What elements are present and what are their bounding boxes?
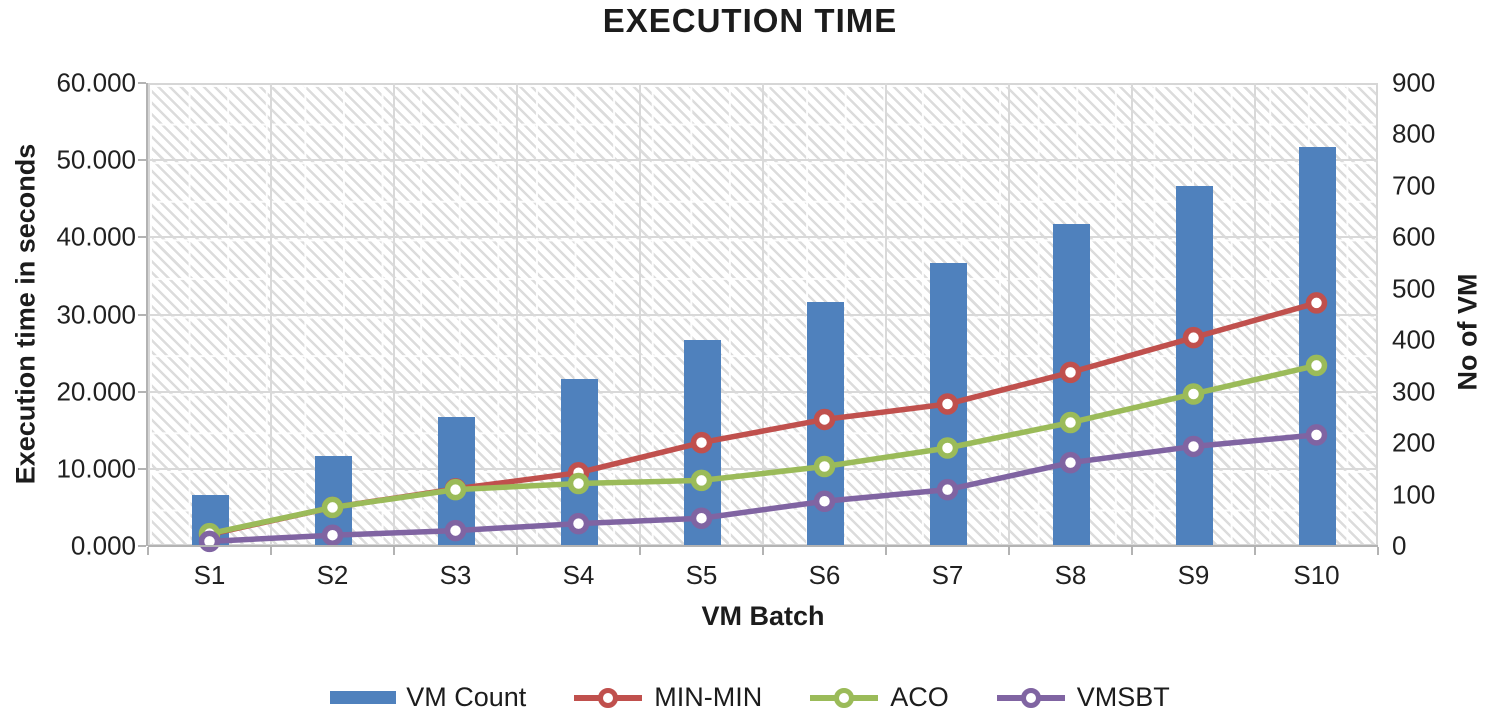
- vm-count-bar: [806, 301, 844, 546]
- x-axis-line: [148, 545, 1378, 547]
- legend-marker: [834, 687, 855, 708]
- x-axis-tick: [516, 547, 518, 555]
- legend-item-min-min: MIN-MIN: [572, 682, 762, 713]
- legend: VM Count MIN-MIN ACO VMSBT: [0, 682, 1500, 713]
- left-axis-tick-label: 50.000: [56, 144, 136, 175]
- vertical-gridline: [516, 83, 518, 546]
- vm-count-bar: [929, 263, 967, 546]
- x-axis-title: VM Batch: [701, 601, 825, 631]
- legend-line-swatch: [810, 687, 879, 708]
- right-axis-tick-label: 200: [1392, 427, 1436, 458]
- y-axis-tick: [138, 236, 146, 239]
- right-axis-tick-label: 400: [1392, 324, 1436, 355]
- legend-marker: [598, 687, 619, 708]
- y-axis-tick: [138, 313, 146, 316]
- vm-count-bar: [437, 417, 475, 546]
- left-axis-tick-label: 10.000: [56, 453, 136, 484]
- legend-label: VM Count: [406, 682, 527, 712]
- legend-line-swatch: [574, 687, 643, 708]
- vm-count-bar: [683, 340, 721, 546]
- x-axis-tick-label: S2: [316, 560, 349, 590]
- legend-label: MIN-MIN: [654, 682, 763, 712]
- vertical-gridline: [393, 83, 395, 546]
- left-axis-tick-label: 20.000: [56, 376, 136, 407]
- vertical-gridline: [762, 83, 764, 546]
- x-axis-tick: [1254, 547, 1256, 555]
- left-axis-tick-label: 0.000: [70, 530, 136, 561]
- vertical-gridline: [1254, 83, 1256, 546]
- legend-label: ACO: [890, 682, 949, 712]
- x-axis-tick-label: S4: [562, 560, 595, 590]
- x-axis-tick: [1131, 547, 1133, 555]
- right-axis-title: No of VM: [1452, 273, 1483, 391]
- x-axis-tick: [762, 547, 764, 555]
- legend-bar-swatch: [330, 691, 397, 704]
- legend-line-swatch: [996, 687, 1065, 708]
- x-axis-tick: [393, 547, 395, 555]
- right-axis-tick-label: 900: [1392, 67, 1436, 98]
- chart-title: EXECUTION TIME: [602, 2, 898, 39]
- x-axis-tick: [1377, 547, 1379, 555]
- x-axis-tick: [1008, 547, 1010, 555]
- legend-item-vmsbt: VMSBT: [995, 682, 1170, 713]
- x-axis-tick-label: S10: [1293, 560, 1340, 590]
- left-axis-tick-label: 30.000: [56, 299, 136, 329]
- y-axis-line: [146, 83, 148, 546]
- vm-count-bar: [314, 455, 352, 546]
- y-axis-tick: [138, 82, 146, 84]
- x-axis-tick: [147, 547, 149, 555]
- vm-count-bar: [1175, 185, 1213, 546]
- x-axis-tick-label: S5: [685, 560, 718, 590]
- vertical-gridline: [639, 83, 641, 546]
- legend-item-aco: ACO: [808, 682, 949, 713]
- left-axis-tick-label: 60.000: [56, 67, 136, 98]
- x-axis-tick: [885, 547, 887, 555]
- y-axis-tick: [138, 390, 146, 393]
- y-axis-tick: [138, 545, 146, 547]
- y-axis-tick: [138, 467, 146, 470]
- right-axis-tick-label: 0: [1392, 530, 1407, 561]
- vertical-gridline: [270, 83, 272, 546]
- legend-marker: [1020, 687, 1041, 708]
- right-axis-tick-label: 800: [1392, 118, 1436, 149]
- vm-count-bar: [1298, 147, 1336, 546]
- vm-count-bar: [560, 378, 598, 546]
- vertical-gridline: [1131, 83, 1133, 546]
- right-axis-tick-label: 600: [1392, 221, 1436, 252]
- y-axis-tick: [138, 159, 146, 162]
- vertical-gridline: [885, 83, 887, 546]
- right-axis-tick-label: 300: [1392, 376, 1436, 407]
- x-axis-tick-label: S9: [1177, 560, 1210, 590]
- vm-count-bar: [1052, 224, 1090, 546]
- left-axis-title: Execution time in seconds: [10, 143, 41, 485]
- vm-count-bar: [191, 494, 229, 546]
- x-axis-tick-label: S1: [193, 560, 226, 590]
- left-axis-tick-label: 40.000: [56, 221, 136, 252]
- x-axis-tick: [639, 547, 641, 555]
- x-axis-tick-label: S8: [1054, 560, 1087, 590]
- right-axis-tick-label: 100: [1392, 479, 1436, 510]
- x-axis-tick-label: S3: [439, 560, 472, 590]
- vertical-gridline: [1008, 83, 1010, 546]
- x-axis-tick: [270, 547, 272, 555]
- x-axis-tick-label: S6: [808, 560, 841, 590]
- legend-item-vm-count: VM Count: [330, 682, 526, 713]
- right-axis-tick-label: 500: [1392, 273, 1436, 304]
- right-axis-tick-label: 700: [1392, 170, 1436, 201]
- x-axis-tick-label: S7: [931, 560, 964, 590]
- legend-label: VMSBT: [1076, 682, 1170, 712]
